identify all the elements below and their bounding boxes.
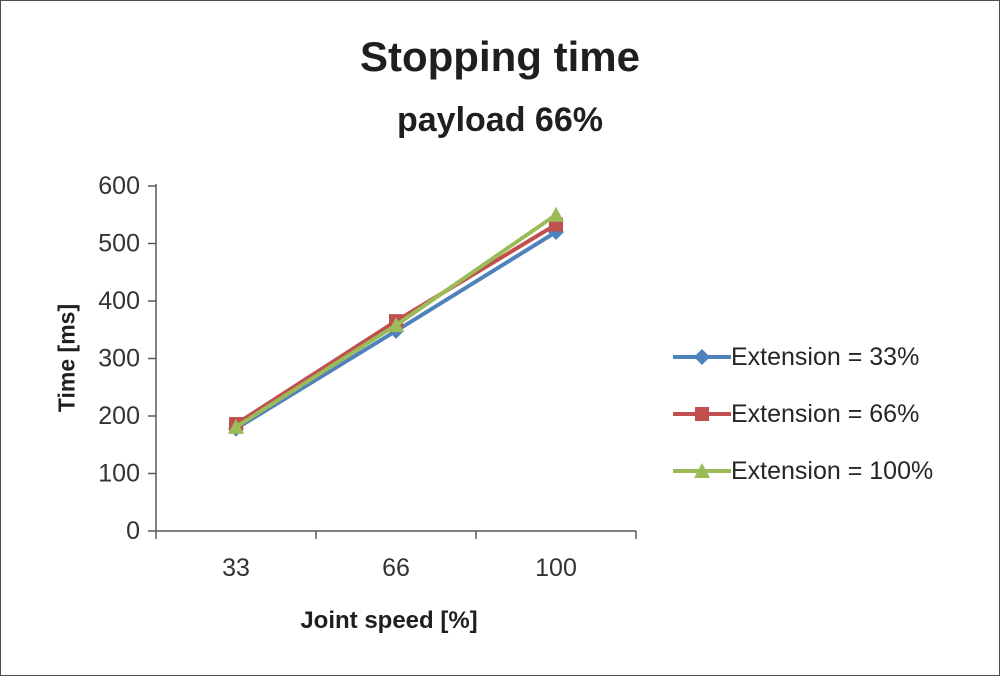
y-axis-title: Time [ms] [53, 303, 80, 413]
svg-text:100: 100 [535, 554, 577, 582]
legend-item-extension-33: Extension = 33% [673, 337, 933, 377]
legend-label: Extension = 33% [731, 342, 920, 371]
legend-line-sample-diamond-icon [673, 344, 731, 370]
svg-text:33: 33 [222, 554, 250, 582]
x-axis-title: Joint speed [%] [300, 607, 478, 634]
legend-label: Extension = 100% [731, 456, 934, 485]
chart-subtitle: payload 66% [397, 101, 603, 139]
legend-line-sample-triangle-icon [673, 458, 731, 484]
legend: Extension = 33% Extension = 66% Extensio… [673, 337, 933, 491]
svg-text:500: 500 [98, 230, 140, 258]
legend-item-extension-66: Extension = 66% [673, 394, 933, 434]
svg-text:600: 600 [98, 172, 140, 200]
legend-label: Extension = 66% [731, 399, 920, 428]
legend-item-extension-100: Extension = 100% [673, 451, 933, 491]
chart-title: Stopping time [360, 33, 640, 80]
svg-text:300: 300 [98, 345, 140, 373]
svg-text:100: 100 [98, 460, 140, 488]
legend-line-sample-square-icon [673, 401, 731, 427]
svg-text:400: 400 [98, 287, 140, 315]
svg-text:66: 66 [382, 554, 410, 582]
svg-text:200: 200 [98, 402, 140, 430]
svg-text:0: 0 [126, 517, 140, 545]
